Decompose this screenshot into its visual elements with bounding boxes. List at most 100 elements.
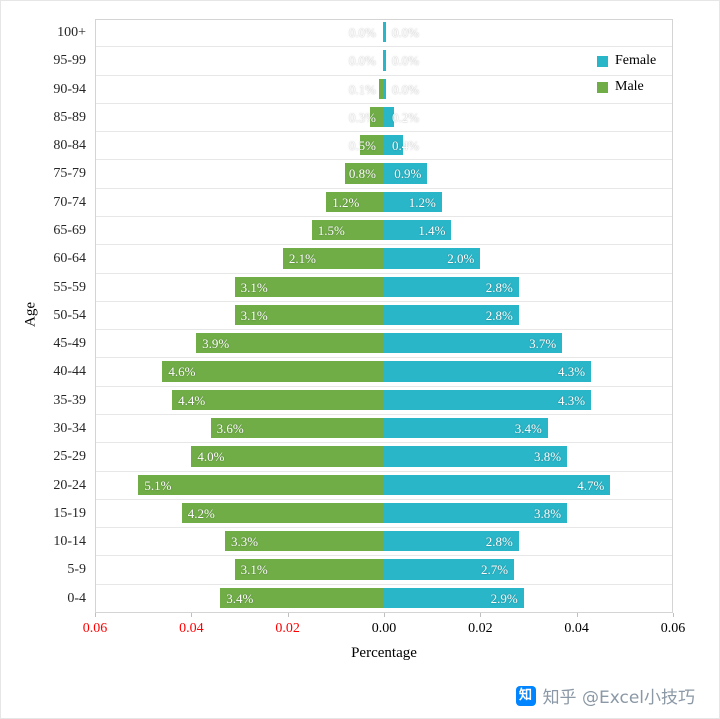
plot-row: 3.4% 2.9%: [95, 585, 673, 613]
female-data-label: 4.3%: [558, 392, 586, 408]
male-bar: [345, 163, 384, 184]
female-data-label: 3.7%: [529, 336, 557, 352]
female-bar: [384, 50, 386, 71]
male-bar: [225, 531, 384, 552]
age-tick-label: 5-9: [67, 562, 86, 578]
pyramid-row: 50-54 3.1% 2.8%: [1, 302, 673, 331]
male-bar: [359, 135, 384, 156]
watermark: 知 知乎 @Excel小技巧: [515, 683, 695, 708]
legend-label: Male: [615, 79, 644, 94]
male-bar: [282, 248, 384, 269]
x-tick-mark: [576, 613, 578, 617]
plot-row: 3.1% 2.8%: [95, 302, 673, 331]
male-data-label: 3.3%: [231, 534, 259, 550]
male-data-label: 3.6%: [216, 420, 244, 436]
x-tick-label: 0.06: [82, 621, 108, 636]
female-data-label: 1.4%: [418, 222, 446, 238]
plot-row: 1.2% 1.2%: [95, 189, 673, 217]
male-bar: [311, 219, 384, 241]
male-bar: [383, 50, 384, 71]
male-data-label: 1.5%: [317, 222, 345, 238]
female-data-label: 2.8%: [485, 534, 513, 550]
plot-row: 2.1% 2.0%: [95, 245, 673, 274]
male-data-label: 3.1%: [240, 562, 268, 578]
male-data-label: 4.4%: [178, 392, 206, 408]
male-data-label: 0.5%: [348, 138, 376, 154]
male-data-label: 3.4%: [226, 590, 254, 606]
legend-swatch-icon: [597, 55, 608, 67]
male-data-label: 0.1%: [348, 81, 376, 97]
female-data-label: 3.4%: [514, 420, 542, 436]
age-tick-label: 0-4: [67, 590, 86, 606]
female-bar: [384, 22, 386, 43]
age-tick-label: 60-64: [53, 251, 86, 267]
male-data-label: 4.2%: [187, 505, 215, 521]
female-bar: [384, 417, 548, 439]
x-tick-mark: [95, 613, 96, 617]
female-bar: [384, 333, 563, 354]
pyramid-row: 35-39 4.4% 4.3%: [1, 387, 673, 415]
female-data-label: 2.9%: [490, 590, 518, 606]
male-bar: [220, 587, 384, 608]
age-tick-label: 20-24: [53, 477, 86, 493]
male-bar: [369, 106, 384, 128]
x-tick-label: 0.04: [179, 621, 204, 636]
male-bar: [210, 417, 384, 439]
plot-row: 1.5% 1.4%: [95, 217, 673, 246]
female-data-label: 0.4%: [392, 138, 420, 154]
female-data-label: 1.2%: [408, 194, 436, 210]
plot-row: 4.6% 4.3%: [95, 358, 673, 387]
female-bar: [384, 587, 524, 608]
plot-row: 3.6% 3.4%: [95, 415, 673, 444]
female-data-label: 3.8%: [533, 505, 562, 521]
male-bar: [234, 304, 384, 326]
female-bar: [384, 248, 481, 269]
age-tick-label: 85-89: [53, 109, 86, 125]
pyramid-row: 75-79 0.8% 0.9%: [1, 160, 673, 189]
age-tick-label: 100+: [57, 25, 86, 40]
x-tick-mark: [287, 613, 289, 617]
female-bar: [384, 531, 519, 552]
pyramid-row: 0-4 3.4% 2.9%: [1, 585, 673, 613]
zhihu-logo-icon: 知: [515, 685, 536, 706]
pyramid-row: 85-89 0.3% 0.2%: [1, 104, 673, 133]
female-bar: [384, 191, 442, 212]
pyramid-row: 15-19 4.2% 3.8%: [1, 500, 673, 529]
male-bar: [383, 22, 384, 43]
x-tick-label: 0.02: [468, 621, 493, 636]
male-bar: [326, 191, 384, 212]
female-data-label: 0.2%: [392, 109, 420, 125]
age-tick-label: 40-44: [53, 364, 86, 380]
female-data-label: 2.8%: [485, 307, 513, 323]
x-tick-mark: [191, 613, 193, 617]
female-data-label: 2.0%: [447, 251, 475, 267]
pyramid-row: 30-34 3.6% 3.4%: [1, 415, 673, 444]
female-data-label: 3.8%: [533, 449, 562, 465]
male-bar: [196, 333, 384, 354]
female-bar: [384, 106, 394, 128]
male-data-label: 3.9%: [202, 336, 230, 352]
pyramid-row: 5-9 3.1% 2.7%: [1, 556, 673, 585]
age-tick-label: 95-99: [53, 53, 86, 69]
legend-swatch-icon: [597, 81, 608, 93]
plot-row: 3.1% 2.7%: [95, 556, 673, 585]
male-bar: [181, 502, 384, 524]
x-tick-mark: [384, 613, 385, 617]
pyramid-row: 95-99 0.0% 0.0%: [1, 47, 673, 76]
legend-label: Female: [615, 53, 657, 68]
female-data-label: 2.8%: [485, 279, 513, 295]
plot-area: 100+ 0.0% 0.0% 95-99 0.0% 0.0% 90-94 0.1% 0.0% 85…: [1, 19, 673, 613]
x-axis-title: Percentage: [351, 645, 417, 661]
age-tick-label: 75-79: [53, 166, 86, 182]
age-tick-label: 10-14: [53, 534, 86, 550]
plot-row: 4.4% 4.3%: [95, 387, 673, 415]
male-bar: [234, 276, 384, 297]
female-data-label: 0.0%: [392, 81, 420, 97]
plot-row: 3.1% 2.8%: [95, 274, 673, 302]
male-bar: [172, 389, 384, 410]
male-data-label: 3.1%: [240, 279, 268, 295]
pyramid-row: 80-84 0.5% 0.4%: [1, 132, 673, 161]
legend-item-female: Female: [597, 53, 656, 69]
male-data-label: 1.2%: [332, 194, 360, 210]
